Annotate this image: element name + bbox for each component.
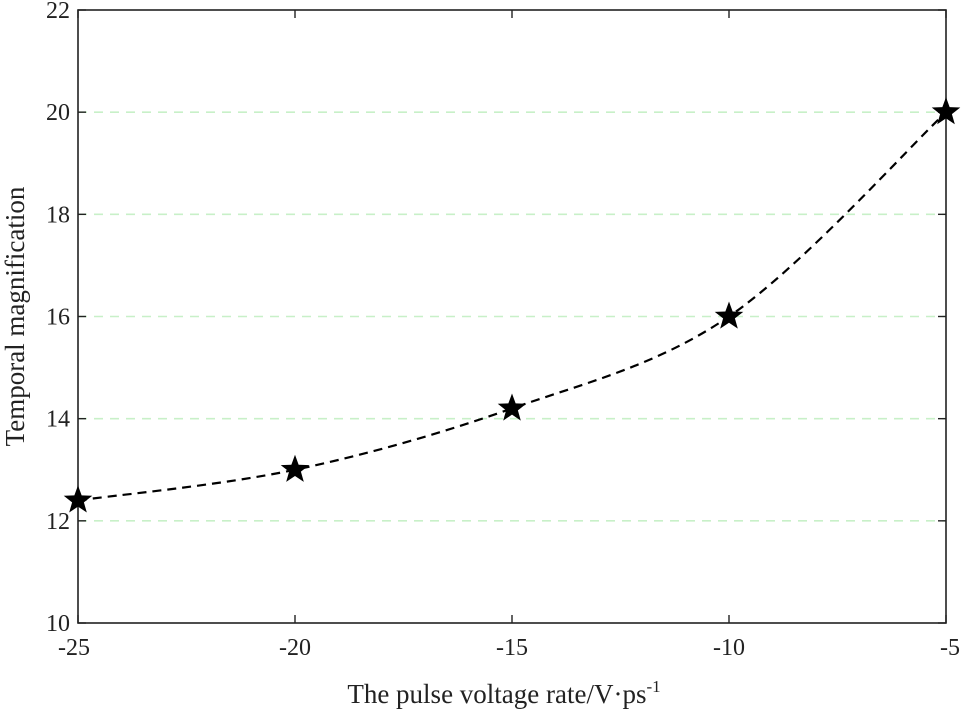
series-line: [77, 111, 947, 502]
y-tick-label: 18: [46, 202, 70, 228]
x-axis-label-superscript: -1: [646, 677, 660, 696]
x-axis-label-text: The pulse voltage rate/V·ps: [347, 679, 646, 709]
x-axis-label: The pulse voltage rate/V·ps-1: [347, 677, 660, 709]
x-tick-label: -25: [58, 635, 90, 661]
x-tick-label: -10: [713, 635, 745, 661]
y-tick-label: 22: [46, 0, 70, 24]
y-tick-label: 20: [46, 100, 70, 126]
axis-ticks: 10 12 14 16 18 20 22 -25 -20 -15 -10 -5: [46, 0, 960, 661]
data-point-star: [714, 301, 744, 329]
y-tick-label: 16: [46, 305, 70, 331]
x-tick-label: -20: [279, 635, 311, 661]
y-tick-label: 12: [46, 509, 70, 535]
data-point-star: [497, 393, 527, 421]
data-point-star: [280, 454, 310, 482]
data-point-star: [63, 485, 93, 513]
x-tick-label: -15: [496, 635, 528, 661]
y-tick-label: 14: [46, 407, 70, 433]
data-point-star: [931, 97, 961, 125]
grid-lines: [78, 111, 946, 522]
series-layer: [63, 97, 961, 513]
y-axis-label: Temporal magnification: [0, 186, 30, 446]
x-tick-label: -5: [940, 635, 960, 661]
y-tick-label: 10: [46, 611, 70, 637]
